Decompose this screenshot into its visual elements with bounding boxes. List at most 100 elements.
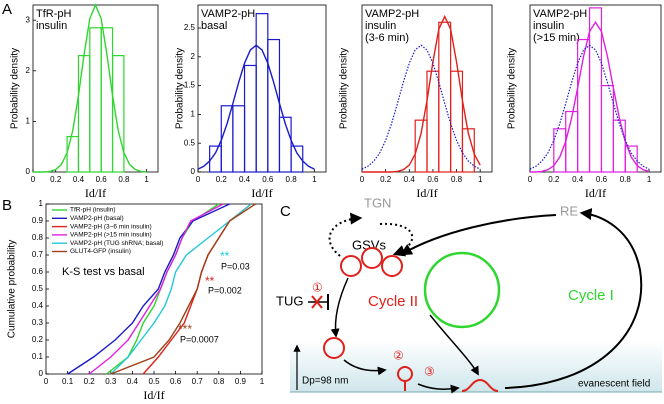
x-tick-label: 0.6 [96,175,108,184]
x-tick-label: 0.8 [213,377,225,386]
vesicle [361,247,383,269]
diagram: Dp=98 nm evanescent field TGN RE GSVs Cy… [276,195,662,394]
annotation: K-S test vs basal [62,266,145,278]
chart-title: VAMP2-pH [201,8,255,20]
arrow [330,277,349,338]
x-tick-label: 1 [478,175,483,184]
x-tick-label: 0.7 [192,377,204,386]
y-axis-label: Probability density [10,48,21,129]
legend-label: TfR-pH (insulin) [70,207,116,214]
arrow [429,314,479,376]
legend-label: VAMP2-pH (3~6 min insulin) [70,223,152,230]
annotation: *** [178,322,192,336]
y-tick-label: 0.6 [32,267,44,276]
tgn-label: TGN [364,195,391,210]
annotation: ** [220,249,230,263]
legend-label: VAMP2-pH (TUG shRNA; basal) [70,240,163,247]
histogram-bar [588,7,603,173]
chart-title: VAMP2-pH [533,8,587,20]
x-tick-label: 0.5 [148,377,160,386]
x-tick-label: 0.8 [118,175,130,184]
y-tick-label: 0.3 [32,318,44,327]
curve [530,20,650,173]
histogram-bar [461,128,475,173]
histogram-bar [600,85,614,173]
x-axis-label: Id/If [143,388,164,402]
chart-title: insulin [36,20,67,32]
x-tick-label: 0.6 [262,175,274,184]
y-tick-label: 2.5 [184,23,196,32]
dotted-arrow [328,212,363,257]
x-tick-label: 1 [144,175,149,184]
y-tick-label: 2 [26,66,31,75]
x-tick-label: 0.8 [451,175,463,184]
x-axis-label: Id/If [85,186,106,200]
y-tick-label: 2 [191,52,196,61]
histogram-bar [89,27,102,173]
legend-label: VAMP2-pH (basal) [70,215,124,222]
arrow [417,383,460,394]
x-tick-label: 0 [528,175,533,184]
field-label: evanescent field [578,379,650,390]
step-label: ① [312,281,323,295]
histogram-bar [267,38,281,173]
x-tick-label: 0.4 [239,175,251,184]
histogram-bar [553,128,567,173]
chart-title: VAMP2-pH [365,8,419,20]
histogram-bar [450,70,464,173]
gsvs-label: GSVs [352,237,386,252]
x-tick-label: 0 [360,175,365,184]
y-tick-label: 0 [191,167,196,176]
histogram-bar [438,21,452,173]
annotation: ** [205,274,215,288]
y-tick-label: 0.5 [184,138,196,147]
x-axis-label: Id/If [416,186,437,200]
cross [311,295,323,309]
y-axis-label: Probability density [507,48,518,129]
chart-title: TfR-pH [36,8,72,20]
curve [110,203,252,375]
curve [110,203,256,375]
annotation: P=0.0007 [180,334,219,344]
x-tick-label: 1 [647,175,652,184]
chart-title: basal [201,20,227,32]
x-tick-label: 0.2 [216,175,228,184]
histogram-bar [278,116,292,173]
histogram-bar [111,55,125,173]
step-label: ② [393,349,404,363]
fused-vesicle [461,378,499,392]
x-tick-label: 0.1 [62,377,74,386]
annotation: P=0.03 [221,261,250,271]
histogram-bar [612,119,626,173]
x-tick-label: 0.2 [548,175,560,184]
curve [88,203,224,375]
re-label: RE [560,203,578,218]
panel-label: A [2,1,12,18]
histogram-bar [77,55,91,173]
x-tick-label: 1 [260,377,265,386]
cycle-one-circle [423,251,501,329]
cycle-one-label: Cycle I [568,287,614,304]
curve [197,44,315,170]
x-tick-label: 0.2 [380,175,392,184]
x-tick-label: 0.3 [105,377,117,386]
y-tick-label: 0.2 [32,335,44,344]
y-tick-label: 0.7 [32,250,44,259]
histogram-bar [243,64,257,173]
x-tick-label: 0.2 [84,377,96,386]
x-tick-label: 0 [44,377,49,386]
x-tick-label: 1 [312,175,317,184]
y-tick-label: 0 [26,167,31,176]
histogram-bar [232,105,246,173]
y-tick-label: 0 [39,369,44,378]
chart-title: (3-6 min) [365,32,409,44]
x-tick-label: 0.8 [286,175,298,184]
y-axis-label: Probability density [175,48,186,129]
histogram-bar [290,145,304,173]
y-tick-label: 1 [39,199,44,208]
y-tick-label: 3 [26,15,31,24]
y-tick-label: 1 [26,117,31,126]
vesicle [340,255,362,277]
step-label: ③ [424,365,435,379]
